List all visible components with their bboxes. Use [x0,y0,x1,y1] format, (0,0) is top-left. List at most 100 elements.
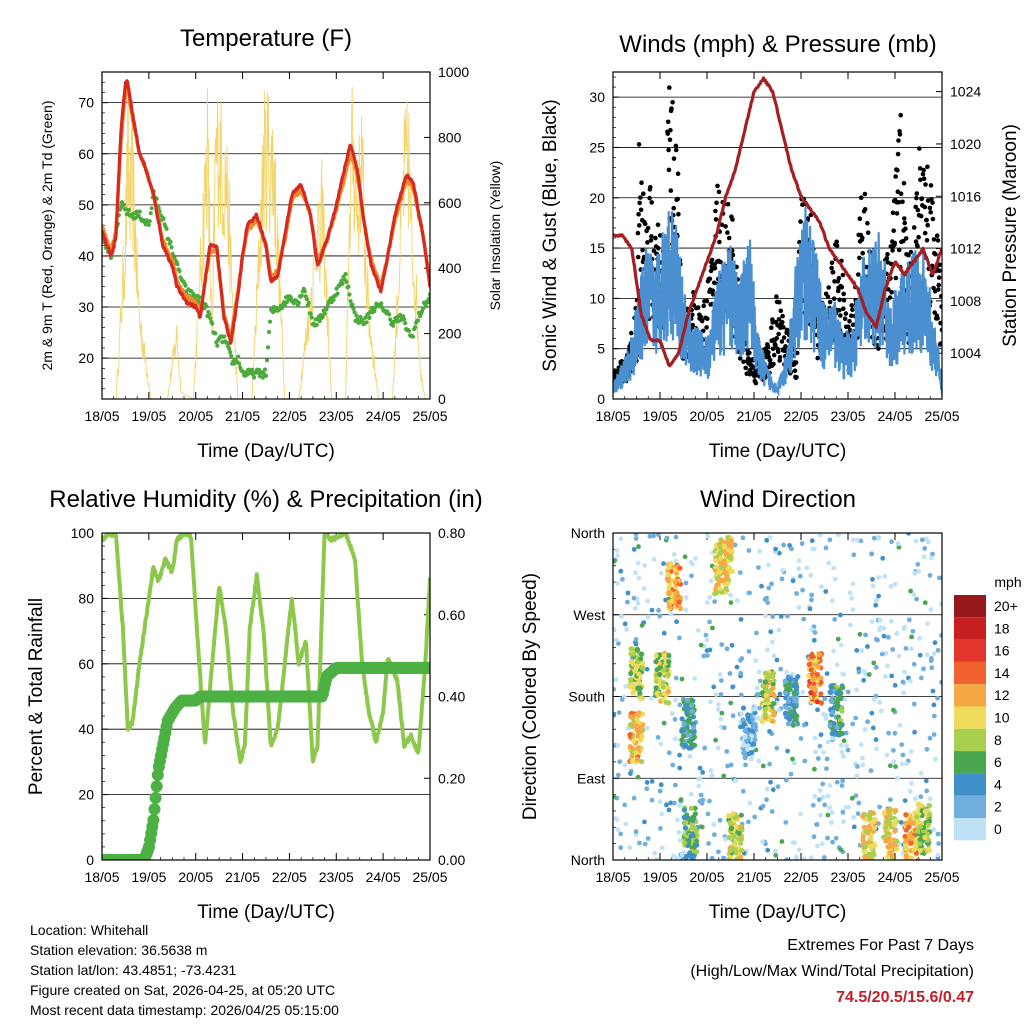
y-tick-label: 0 [597,391,605,407]
x-tick-label: 18/05 [595,408,630,424]
direction-point [911,592,917,597]
series-dewpoint-point [343,272,348,277]
direction-point [829,810,835,815]
direction-point [632,606,638,611]
direction-cluster-point [908,836,914,842]
x-tick-label: 23/05 [319,869,354,885]
direction-point [702,745,708,751]
series-gust-point [939,294,942,299]
direction-point [855,764,860,769]
y-tick-label: North [571,525,605,541]
direction-cluster-point [636,731,642,737]
direction-point [739,656,745,661]
direction-point [901,690,907,696]
panel-humidity: Relative Humidity (%) & Precipitation (i… [26,486,483,923]
y-tick-label: North [571,852,605,868]
direction-cluster-point [665,578,671,584]
direction-cluster-point [639,733,645,740]
series-gust-point [898,112,903,118]
direction-point [933,756,938,762]
direction-point [708,699,713,705]
direction-point [855,811,861,816]
series-dewpoint-point [320,314,325,320]
direction-point [737,570,743,575]
direction-point [748,756,754,762]
direction-point [819,841,825,847]
series-dewpoint-point [322,311,327,316]
series-gust-point [826,285,831,290]
series-gust-point [783,344,788,349]
series-gust-point [695,305,701,310]
direction-cluster-point [917,847,924,854]
series-gust-point [718,259,723,265]
direction-point [760,839,765,845]
direction-point [664,802,669,808]
direction-point [773,852,779,858]
direction-point [669,711,675,716]
direction-point [850,581,856,587]
direction-point [658,570,664,576]
direction-cluster-point [666,565,672,571]
series-gust-point [903,236,909,241]
series-gust-point [862,191,868,197]
direction-point [628,771,633,776]
series-gust-point [862,207,868,212]
direction-point [763,613,768,619]
direction-point [651,557,657,562]
direction-cluster-point [752,721,758,727]
x-tick-label: 25/05 [924,408,959,424]
direction-point [770,639,775,645]
direction-cluster-point [683,819,689,826]
direction-cluster-point [665,571,671,578]
direction-point [766,562,771,568]
direction-cluster-point [770,718,776,724]
direction-point [766,585,772,591]
direction-cluster-point [739,848,745,854]
direction-cluster-point [752,706,758,712]
direction-cluster-point [724,573,730,579]
direction-point [724,749,730,754]
series-gust-point [911,225,917,230]
direction-point [613,712,617,718]
series-gust-point [641,191,646,196]
direction-cluster-point [785,698,792,705]
direction-point [924,788,930,794]
series-dewpoint-point [197,295,202,300]
direction-cluster-point [903,838,909,844]
direction-point [876,575,882,580]
direction-point [774,697,780,702]
direction-cluster-point [762,712,768,718]
direction-point [827,805,832,810]
series-gust-point [920,171,926,177]
direction-point [692,676,698,681]
direction-point [668,611,674,617]
x-tick-label: 21/05 [736,869,771,885]
series-gust-point [921,176,927,181]
series-gust-point [781,335,787,340]
direction-point [708,768,714,773]
direction-point [877,627,882,633]
direction-point [613,627,617,632]
direction-point [876,821,881,826]
series-gust-point [639,180,644,185]
direction-cluster-point [690,714,697,720]
direction-point [928,607,934,612]
series-gust-point [635,230,641,236]
direction-cluster-point [688,702,695,709]
direction-point [704,637,710,643]
direction-cluster-point [630,651,637,657]
series-dewpoint-point [204,304,209,309]
direction-cluster-point [903,812,909,818]
series-dewpoint-point [263,373,269,378]
direction-point [870,576,875,582]
series-gust-point [830,269,836,275]
series-dewpoint-point [279,306,284,311]
direction-cluster-point [884,829,890,835]
series-gust-point [832,279,837,284]
direction-cluster-point [770,673,776,679]
direction-cluster-point [627,744,633,750]
direction-point [874,597,879,603]
direction-point [746,649,752,654]
series-gust-point [725,201,731,207]
direction-point [649,607,655,613]
